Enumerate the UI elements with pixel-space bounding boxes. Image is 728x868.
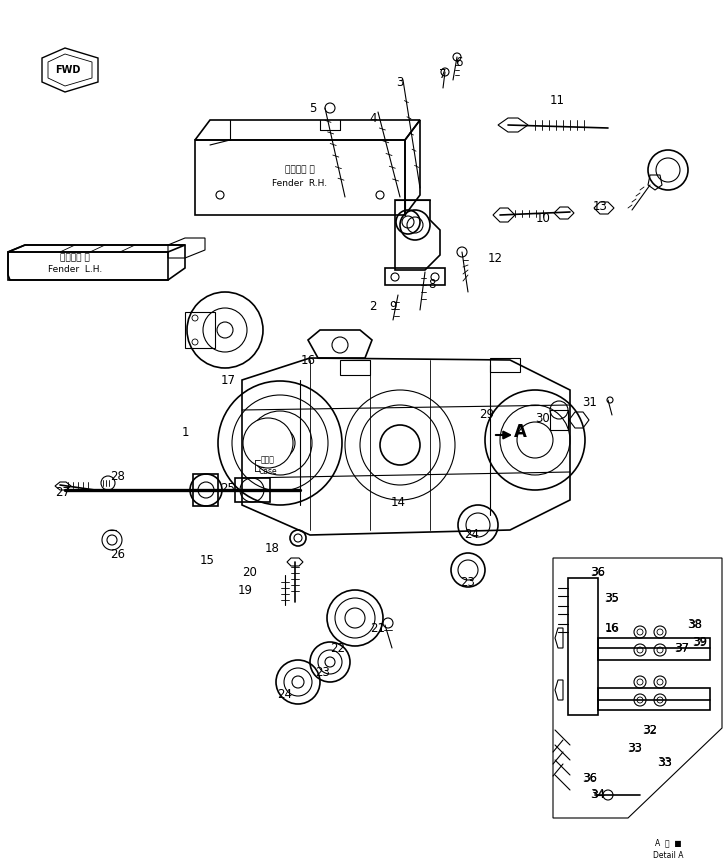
- Text: 38: 38: [688, 620, 702, 630]
- Text: 33: 33: [657, 757, 673, 770]
- Text: Detail A: Detail A: [653, 851, 684, 859]
- Text: 17: 17: [221, 373, 235, 386]
- Text: 31: 31: [582, 396, 598, 409]
- Text: 37: 37: [675, 641, 689, 654]
- Text: Fender  L.H.: Fender L.H.: [48, 266, 102, 274]
- Text: 24: 24: [464, 529, 480, 542]
- Text: 16: 16: [301, 353, 315, 366]
- Text: 7: 7: [439, 69, 447, 82]
- Text: 33: 33: [628, 743, 642, 753]
- Text: Fender  R.H.: Fender R.H.: [272, 179, 328, 187]
- Text: フェンダ 左: フェンダ 左: [60, 253, 90, 262]
- Text: 35: 35: [605, 591, 620, 604]
- Text: 2: 2: [369, 300, 377, 313]
- Text: A: A: [513, 423, 526, 441]
- Text: 1: 1: [181, 425, 189, 438]
- Text: 30: 30: [536, 411, 550, 424]
- Text: 35: 35: [605, 593, 619, 603]
- Text: 23: 23: [315, 666, 331, 679]
- Text: 27: 27: [55, 485, 71, 498]
- Text: 34: 34: [591, 790, 605, 800]
- Text: 39: 39: [692, 635, 708, 648]
- Text: 21: 21: [371, 621, 386, 635]
- Text: 18: 18: [264, 542, 280, 555]
- Text: フェンダ 右: フェンダ 右: [285, 166, 315, 174]
- Text: Case: Case: [258, 466, 277, 476]
- Text: 32: 32: [643, 724, 657, 737]
- Text: ケース: ケース: [261, 456, 275, 464]
- Text: 36: 36: [590, 565, 606, 578]
- Text: 15: 15: [199, 554, 215, 567]
- Text: 23: 23: [461, 575, 475, 589]
- Text: A  拡  ■: A 拡 ■: [654, 838, 681, 847]
- Text: 4: 4: [369, 111, 377, 124]
- Text: FWD: FWD: [55, 65, 81, 75]
- Text: 37: 37: [675, 643, 689, 653]
- Text: 12: 12: [488, 252, 502, 265]
- Text: 9: 9: [389, 300, 397, 313]
- Text: 32: 32: [643, 725, 657, 735]
- Circle shape: [243, 418, 293, 468]
- Text: 20: 20: [242, 565, 258, 578]
- Text: 10: 10: [536, 212, 550, 225]
- Text: 6: 6: [455, 56, 463, 69]
- Text: 16: 16: [604, 621, 620, 635]
- Text: 14: 14: [390, 496, 405, 509]
- Text: 33: 33: [628, 741, 642, 754]
- Text: 26: 26: [111, 549, 125, 562]
- Text: 24: 24: [277, 688, 293, 701]
- Text: 13: 13: [593, 201, 607, 214]
- Text: 39: 39: [693, 637, 707, 647]
- Text: 38: 38: [688, 619, 703, 632]
- Text: 25: 25: [221, 482, 235, 495]
- Text: 33: 33: [658, 758, 672, 768]
- Text: 28: 28: [111, 470, 125, 483]
- Text: 11: 11: [550, 94, 564, 107]
- Text: 5: 5: [309, 102, 317, 115]
- Text: 16: 16: [605, 623, 619, 633]
- Text: 29: 29: [480, 409, 494, 422]
- Text: 3: 3: [396, 76, 404, 89]
- Text: 8: 8: [428, 279, 435, 292]
- Text: 22: 22: [331, 641, 346, 654]
- Text: 36: 36: [583, 773, 597, 783]
- Text: 36: 36: [582, 772, 598, 785]
- Text: 36: 36: [591, 567, 605, 577]
- Text: 19: 19: [237, 583, 253, 596]
- Text: 34: 34: [590, 788, 606, 801]
